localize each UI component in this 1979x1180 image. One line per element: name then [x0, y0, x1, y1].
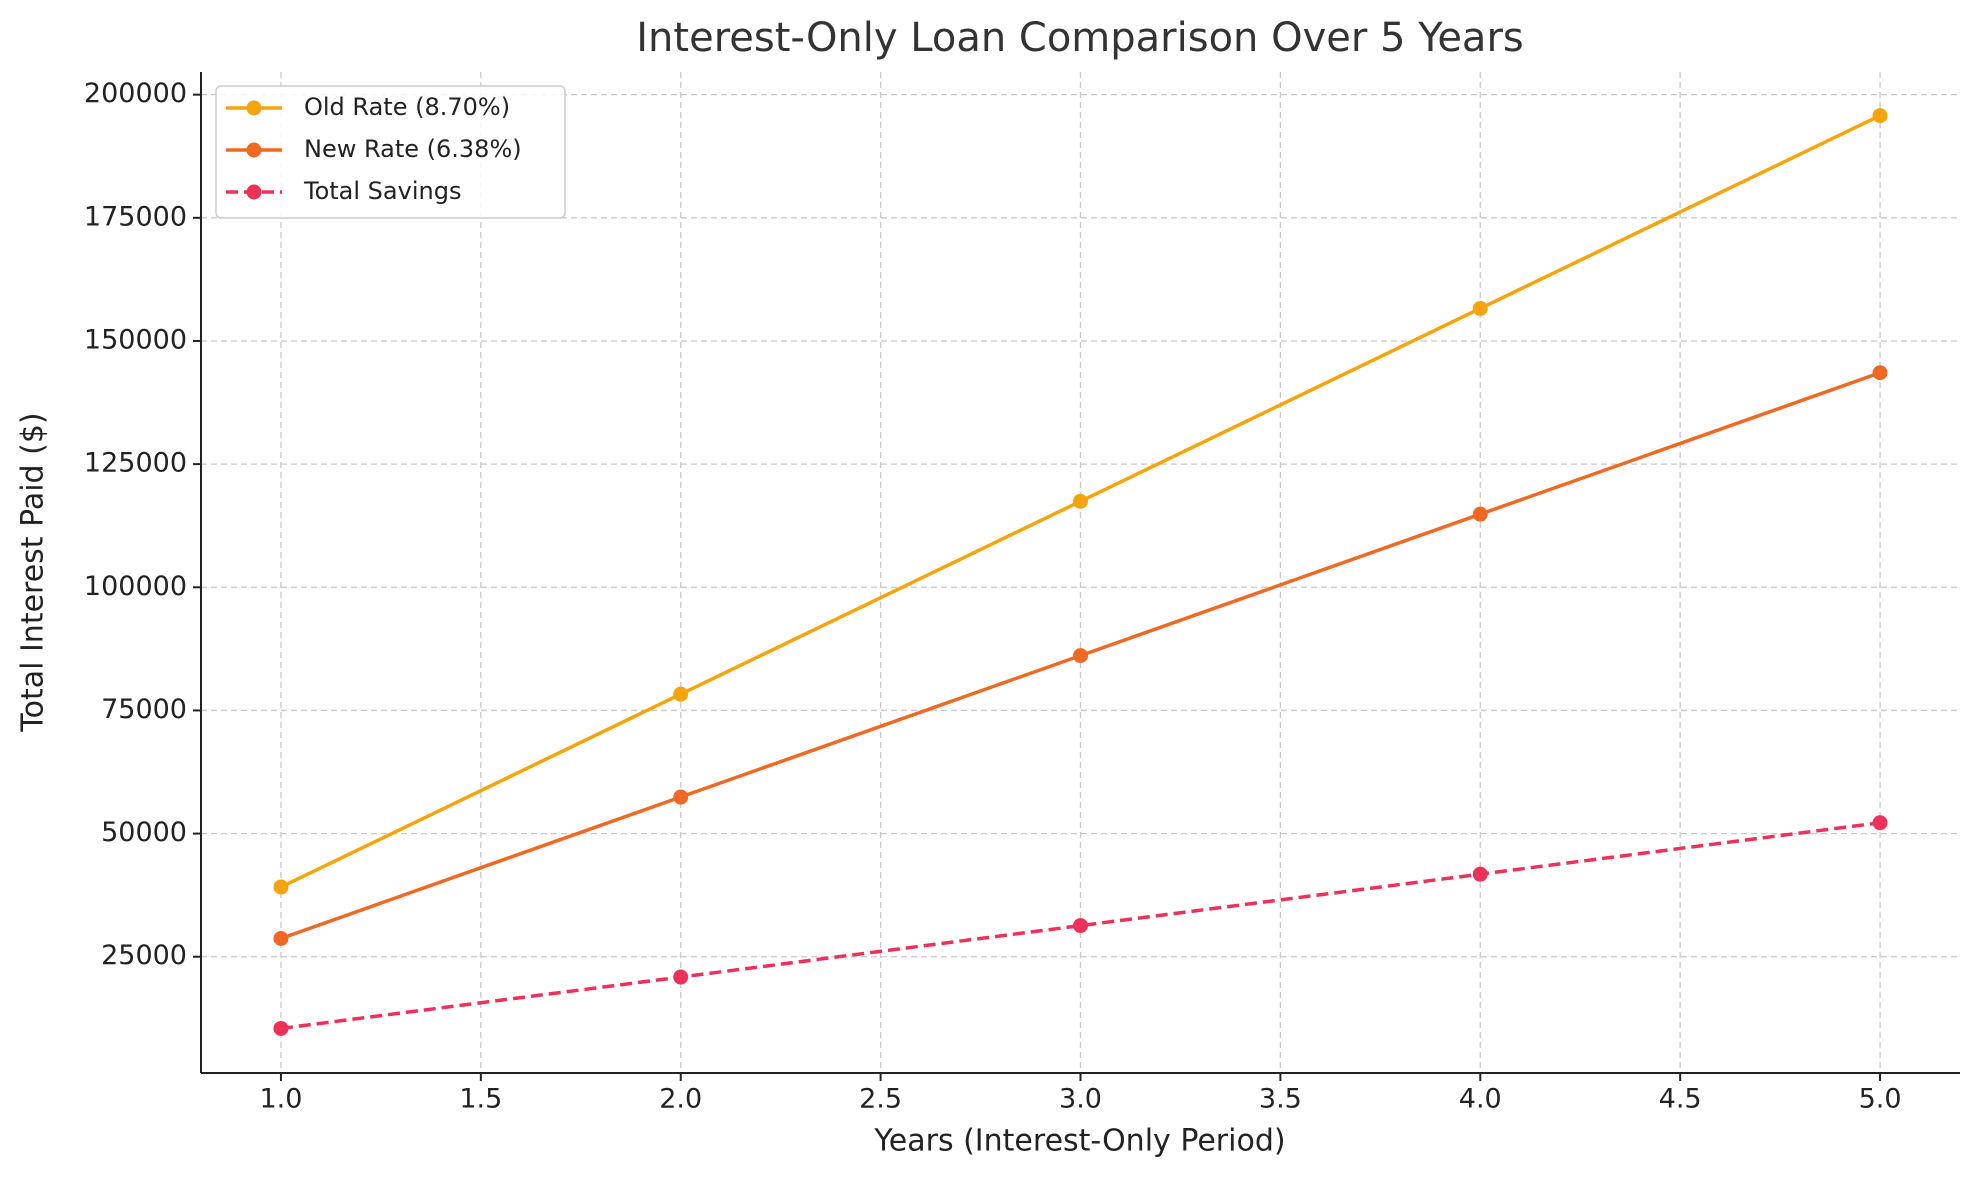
data-point — [273, 879, 289, 895]
x-tick-label: 5.0 — [1859, 1084, 1902, 1115]
data-point — [1872, 365, 1888, 381]
data-point — [673, 686, 689, 702]
y-tick-label: 50000 — [101, 817, 187, 848]
data-point — [1073, 918, 1088, 934]
data-point — [273, 1020, 289, 1036]
y-tick-label: 25000 — [101, 940, 187, 971]
x-axis-label: Years (Interest-Only Period) — [873, 1124, 1285, 1159]
data-point — [1872, 108, 1888, 124]
data-point — [673, 789, 689, 805]
data-point — [1472, 866, 1488, 882]
plot-area — [273, 108, 1888, 1036]
chart-title: Interest-Only Loan Comparison Over 5 Yea… — [636, 15, 1523, 61]
legend-marker — [246, 100, 262, 116]
x-tick-label: 4.0 — [1459, 1084, 1502, 1115]
data-point — [1872, 815, 1888, 831]
x-tick-label: 1.5 — [459, 1084, 502, 1115]
legend-marker — [246, 142, 262, 158]
legend-label: Total Savings — [303, 177, 461, 205]
y-tick-label: 100000 — [84, 571, 187, 602]
x-tick-label: 3.5 — [1259, 1084, 1302, 1115]
data-point — [1073, 648, 1088, 664]
y-axis-label: Total Interest Paid ($) — [16, 412, 51, 732]
data-point — [273, 930, 289, 946]
y-tick-label: 125000 — [84, 448, 187, 479]
legend-label: Old Rate (8.70%) — [304, 93, 510, 121]
x-tick-label: 1.0 — [259, 1084, 302, 1115]
data-point — [1472, 506, 1488, 522]
x-tick-label: 4.5 — [1659, 1084, 1702, 1115]
legend-entries: Old Rate (8.70%) New Rate (6.38%) Total Sa… — [226, 93, 522, 205]
legend — [215, 85, 566, 219]
legend-marker — [246, 184, 262, 200]
y-tick-label: 75000 — [101, 694, 187, 725]
data-point — [1472, 300, 1488, 316]
y-tick-label: 150000 — [84, 324, 187, 355]
data-point — [673, 969, 689, 985]
y-tick-label: 200000 — [84, 78, 187, 109]
x-tick-label: 2.5 — [859, 1084, 902, 1115]
y-tick-label: 175000 — [84, 201, 187, 232]
x-tick-label: 2.0 — [659, 1084, 702, 1115]
legend-label: New Rate (6.38%) — [304, 135, 522, 163]
x-tick-label: 3.0 — [1059, 1084, 1102, 1115]
series-line — [280, 821, 1881, 1031]
data-point — [1073, 493, 1088, 509]
